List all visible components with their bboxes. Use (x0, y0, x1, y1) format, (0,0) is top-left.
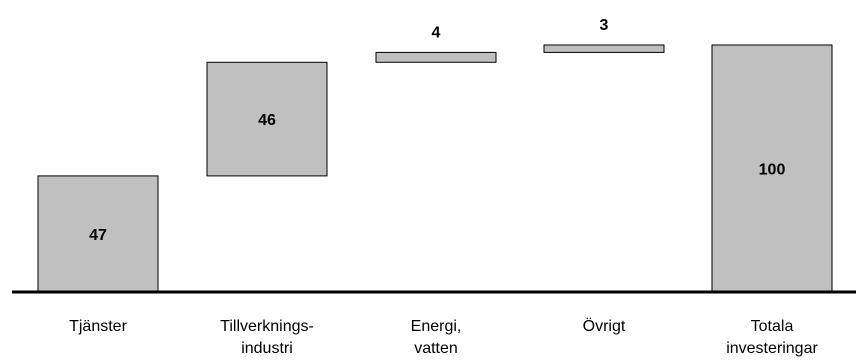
data-label-tjanster: 47 (89, 227, 107, 244)
category-label-tjanster: Tjänster (69, 318, 127, 335)
data-labels-group: 47 46 4 3 100 (89, 17, 785, 244)
category-label-energi-vatten-line-1: Energi, (411, 318, 462, 335)
data-label-tillverknings-industri: 46 (258, 112, 276, 129)
category-label-ovrigt: Övrigt (583, 317, 626, 335)
bar-energi-vatten (375, 51, 497, 63)
category-label-tillverknings-industri-line-2: industri (241, 340, 293, 357)
data-label-totalainvesteringar: 100 (759, 162, 786, 179)
data-label-energi-vatten: 4 (432, 24, 441, 41)
bars-group (37, 44, 833, 293)
category-label-energi-vatten-line-2: vatten (414, 340, 458, 357)
category-label-totalainvesteringar-line-1: Totala (751, 318, 794, 335)
category-labels-group: Tjänster Tillverknings-industri Energi, vat… (69, 317, 818, 357)
bar-tjanster (37, 175, 159, 293)
bar-totalainvesteringar (711, 44, 833, 293)
bar-ovrigt (543, 44, 665, 53)
data-label-ovrigt: 3 (600, 17, 609, 34)
category-label-totalainvesteringar-line-2: investeringar (726, 340, 818, 357)
bar-tillverknings-industri (206, 61, 328, 177)
category-label-tillverknings-industri-line-1: Tillverknings- (220, 318, 314, 335)
